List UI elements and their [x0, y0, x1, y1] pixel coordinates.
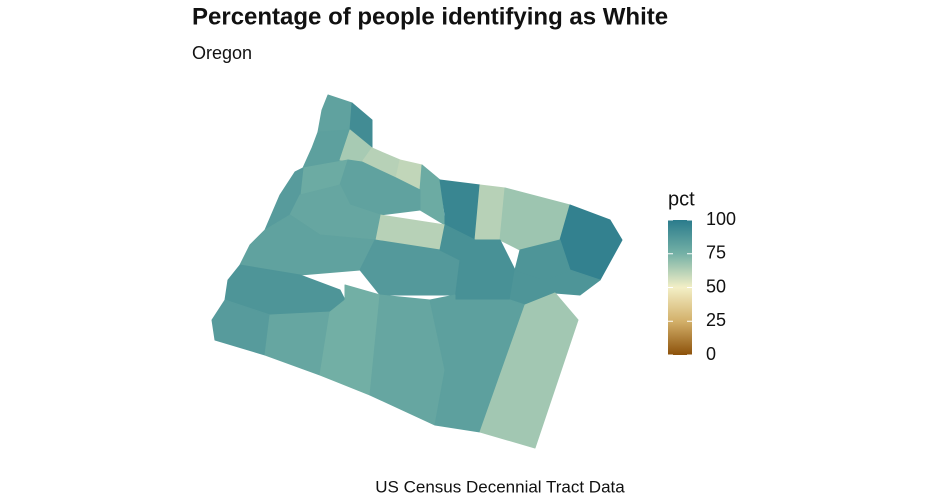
- legend-tick-label: 75: [706, 243, 726, 263]
- legend-title: pct: [668, 188, 695, 210]
- legend-ticks: 0 25 50 75 100: [668, 209, 736, 364]
- county-layer: [211, 94, 623, 449]
- chart-caption: US Census Decennial Tract Data: [375, 477, 625, 496]
- legend-tick-label: 25: [706, 310, 726, 330]
- legend-tick-label: 100: [706, 209, 736, 229]
- county: [479, 292, 579, 449]
- legend-tick-label: 50: [706, 276, 726, 296]
- county: [419, 164, 446, 226]
- legend-tick-label: 0: [706, 344, 716, 364]
- county: [317, 94, 353, 133]
- chart-subtitle: Oregon: [192, 43, 252, 63]
- chart-title: Percentage of people identifying as Whit…: [192, 3, 668, 30]
- county: [211, 299, 271, 356]
- county: [264, 311, 331, 376]
